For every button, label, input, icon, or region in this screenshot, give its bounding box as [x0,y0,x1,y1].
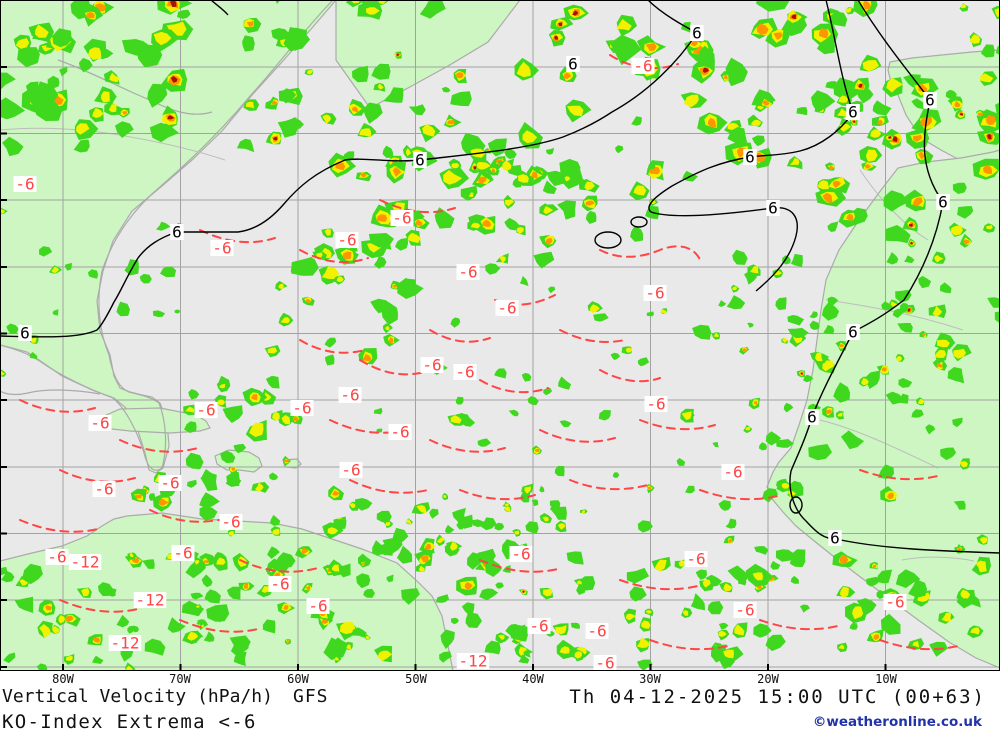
red-contour-label: -6 [511,545,530,564]
red-contour-label: -6 [458,263,477,282]
red-contour [619,579,703,591]
red-contour [429,329,491,343]
red-contour-label: -6 [212,239,231,258]
red-contour-label: -6 [455,363,474,382]
black-contour-label: 6 [807,408,817,427]
red-contour-label: -6 [392,209,411,228]
black-contour-label: 6 [938,193,948,212]
red-contour-label: -6 [160,474,179,493]
red-contour [119,439,199,453]
red-contour-label: -6 [173,544,192,563]
red-contour-label: -6 [90,414,109,433]
red-contour [59,469,136,483]
red-contour [699,489,783,501]
red-contour [199,229,276,244]
red-contour [379,199,456,214]
red-contour [539,429,616,443]
black-contour-label: 6 [745,148,755,167]
red-contour-label: -6 [308,597,327,616]
red-contour-label: -6 [686,550,705,569]
black-contour-label: 6 [848,103,858,122]
red-contour-label: -6 [497,299,516,318]
red-contour [479,559,563,573]
map-title: Vertical Velocity (hPa/h) [2,686,273,707]
red-contour [759,619,843,631]
black-contour-label: 6 [768,199,778,218]
red-contour-label: -6 [292,399,311,418]
red-contour [299,339,366,354]
red-contour [59,599,143,613]
red-contour-label: -6 [587,622,606,641]
red-contour [569,479,649,491]
red-contour-label: -6 [723,463,742,482]
weather-map-svg: -6 -6 -6 -6 -6 -6 -6 -6 -6 -6 -6 -6 -6 -6 -6 -6 -6 -6 -6 -6… [0,0,1000,671]
red-contour [859,469,943,481]
black-contour-label: 6 [172,223,182,242]
red-contour-label: -6 [270,575,289,594]
red-contour-label: -6 [15,175,34,194]
red-contour-label: -6 [94,480,113,499]
red-contour-label: -6 [645,284,664,303]
black-contour-label: 6 [20,324,30,343]
red-contour-label: -6 [221,513,240,532]
black-contour-label: 6 [830,529,840,548]
black-contour-label: 6 [568,55,578,74]
weather-map: -6 -6 -6 -6 -6 -6 -6 -6 -6 -6 -6 -6 -6 -6 -6 -6 -6 -6 -6 -6… [0,0,1000,671]
black-contour [0,0,699,338]
red-contour-label: -6 [422,356,441,375]
red-contour-label: -12 [71,553,100,572]
red-contour-label: -12 [459,652,488,671]
red-contour-label: -6 [47,548,66,567]
red-contour-label: -12 [111,634,140,653]
red-contour [599,369,661,383]
land-canada-maritime [335,0,521,109]
red-contour-label: -6 [885,593,904,612]
lon-label-20W: 20W [757,672,779,686]
red-contour-label: -6 [633,57,652,76]
red-contour-label: -6 [390,423,409,442]
red-contour [879,639,963,651]
map-subtitle: KO-Index Extrema <-6 [2,711,257,733]
red-contour-label: -12 [136,591,165,610]
red-contour-label: -6 [595,654,614,672]
red-contour-label: -6 [646,395,665,414]
lon-label-50W: 50W [405,672,427,686]
red-contour [19,519,103,533]
red-contour [479,379,549,394]
red-contour [299,249,369,264]
valid-datetime: Th 04-12-2025 15:00 UTC (00+63) [569,686,986,708]
red-contour [359,359,426,376]
red-contour-label: -6 [340,386,359,405]
red-contour [349,479,429,494]
lon-label-30W: 30W [639,672,661,686]
black-contour-label: 6 [692,24,702,43]
copyright-link[interactable]: ©weatheronline.co.uk [812,714,982,730]
lon-label-70W: 70W [169,672,191,686]
black-contour-label: 6 [415,151,425,170]
red-contour [649,639,733,651]
red-contour [459,489,536,501]
red-contour [179,619,263,633]
lon-label-60W: 60W [287,672,309,686]
red-contour [559,329,626,343]
red-contour [599,245,701,261]
red-contour-label: -6 [196,401,215,420]
black-contour-label: 6 [848,323,858,342]
lon-label-10W: 10W [875,672,897,686]
black-contour-label: 6 [925,91,935,110]
red-contour-label: -6 [337,231,356,250]
red-contour [639,419,716,431]
black-contour [210,0,229,16]
red-contour-label: -6 [735,601,754,620]
red-contour-label: -6 [341,461,360,480]
lon-label-40W: 40W [522,672,544,686]
red-contour [239,559,319,573]
red-contour-label: -6 [529,617,548,636]
red-contour [429,439,506,453]
red-contour [19,399,96,413]
lon-label-80W: 80W [52,672,74,686]
model-name: GFS [293,686,329,707]
